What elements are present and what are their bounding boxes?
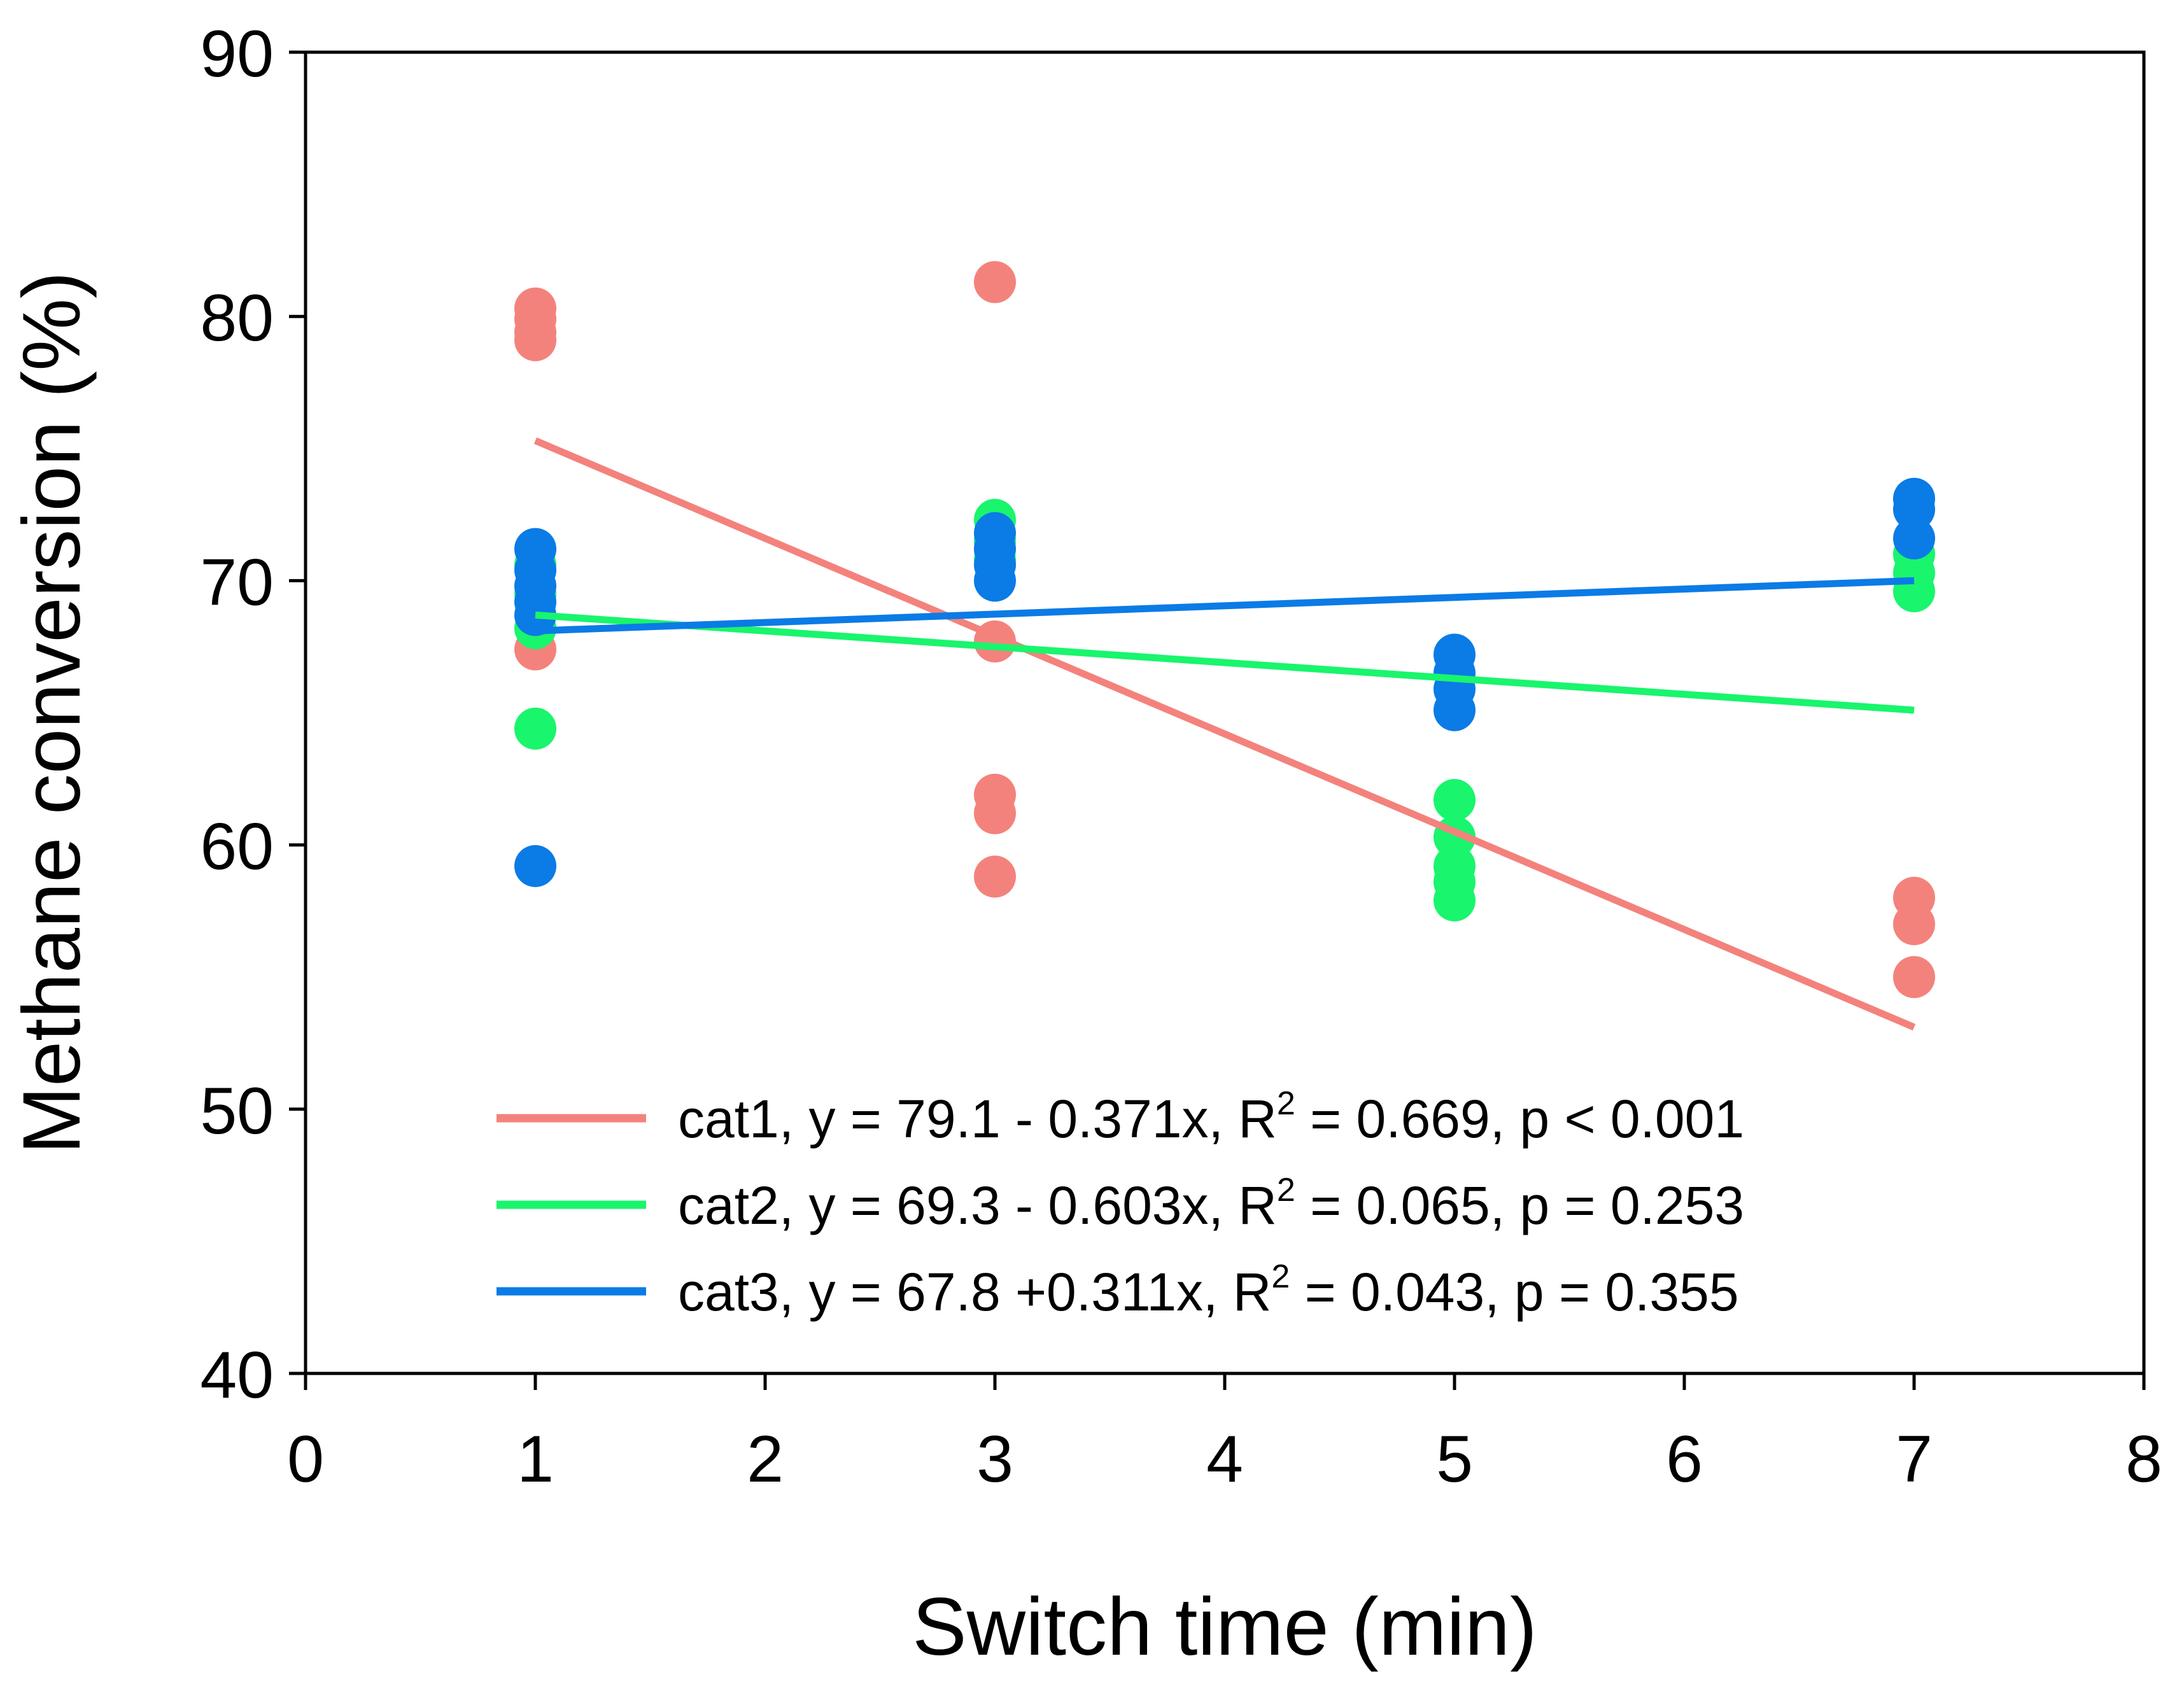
y-tick-label: 70 [200,545,274,619]
x-tick-label: 1 [517,1422,554,1496]
y-tick-label: 80 [200,281,274,355]
cat1-point [1893,903,1935,946]
x-tick-label: 3 [976,1422,1013,1496]
cat3-legend-rest: = 0.043, p = 0.355 [1290,1262,1738,1322]
legend: cat1, y = 79.1 - 0.371x, R2 = 0.669, p <… [497,1085,1744,1322]
cat2-point [1434,879,1476,922]
y-tick-label: 60 [200,810,274,884]
cat3-point [974,559,1016,602]
cat3-legend-label: cat3, y = 67.8 +0.311x, R2 = 0.043, p = … [678,1258,1739,1322]
cat3-fit-line [535,577,1915,635]
x-tick-label: 5 [1436,1422,1473,1496]
x-tick-label: 0 [287,1422,324,1496]
cat1-legend-rest: = 0.669, p < 0.001 [1295,1089,1744,1149]
cat2-legend-sup: 2 [1277,1172,1295,1209]
x-tick-label: 8 [2125,1422,2162,1496]
x-tick-label: 7 [1896,1422,1933,1496]
cat2-point [1893,570,1935,613]
data-points [514,261,1935,999]
x-tick-label: 2 [747,1422,784,1496]
cat1-point [974,855,1016,898]
cat1-point [974,792,1016,834]
cat2-legend-rest: = 0.065, p = 0.253 [1295,1175,1744,1235]
x-axis-title: Switch time (min) [912,1582,1537,1673]
cat1-point [974,261,1016,304]
y-tick-label: 40 [200,1338,274,1412]
cat3-legend-main: cat3, y = 67.8 +0.311x, R [678,1262,1271,1322]
cat3-legend-sup: 2 [1271,1258,1290,1295]
cat1-legend-sup: 2 [1277,1085,1295,1122]
x-tick-label: 4 [1206,1422,1243,1496]
y-tick-label: 50 [200,1074,274,1148]
y-tick-label: 90 [200,17,274,91]
y-axis-title: Methane conversion (%) [6,271,97,1154]
x-tick-label: 6 [1666,1422,1703,1496]
cat1-point [1893,956,1935,999]
cat2-legend-label: cat2, y = 69.3 - 0.603x, R2 = 0.065, p =… [678,1172,1744,1235]
cat2-legend-main: cat2, y = 69.3 - 0.603x, R [678,1175,1277,1235]
cat3-point [1893,488,1935,531]
axis-ticks: 0 1 2 3 4 5 6 7 8 40 50 60 70 80 90 [200,17,2162,1496]
cat3-point [1893,517,1935,559]
cat3-point [514,845,556,887]
fit-lines [533,437,1916,1031]
cat3-point [1434,689,1476,731]
cat2-point [514,707,556,750]
cat2-point [1434,779,1476,822]
cat1-legend-label: cat1, y = 79.1 - 0.371x, R2 = 0.669, p <… [678,1085,1744,1149]
cat1-fit-line [533,437,1916,1031]
cat1-legend-main: cat1, y = 79.1 - 0.371x, R [678,1089,1277,1149]
cat1-point [514,319,556,361]
cat2-fit-line [535,611,1915,714]
